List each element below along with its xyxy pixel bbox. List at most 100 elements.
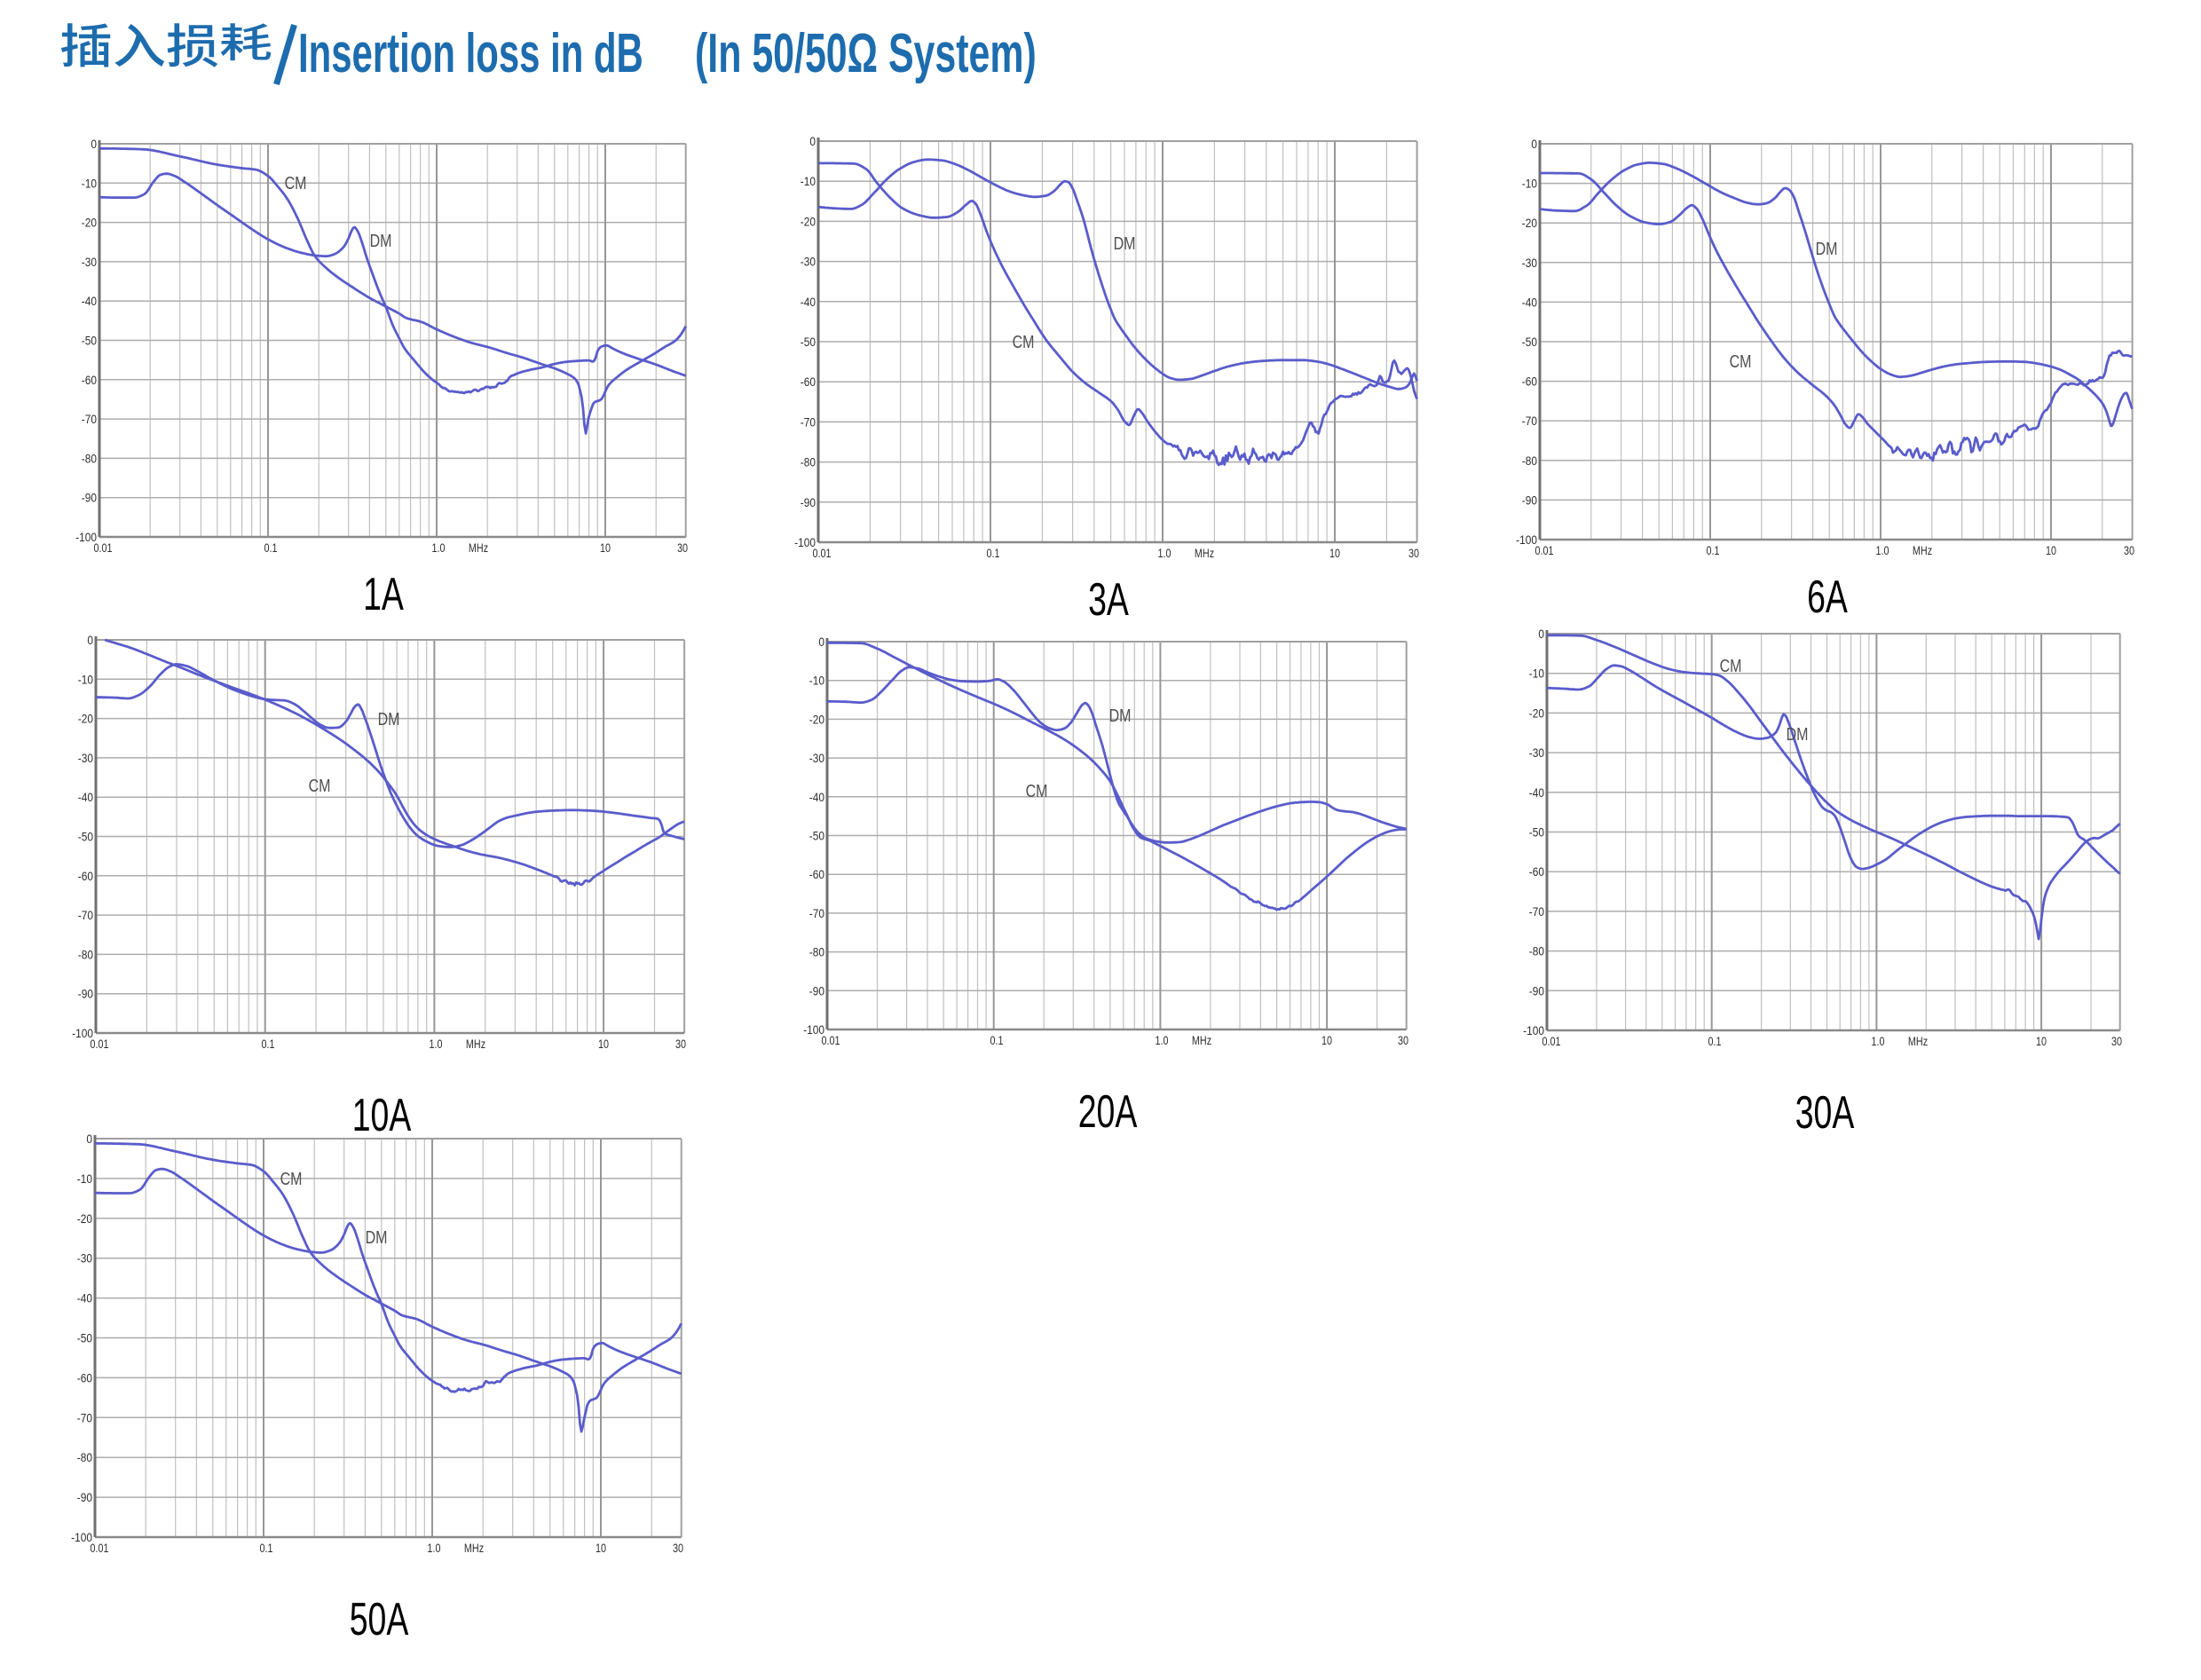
svg-text:10: 10 [2046,544,2056,557]
svg-text:-80: -80 [801,455,816,469]
svg-text:-60: -60 [809,867,824,881]
svg-text:MHz: MHz [1913,544,1932,557]
svg-text:MHz: MHz [1192,1034,1211,1047]
svg-text:CM: CM [1013,332,1035,351]
svg-text:MHz: MHz [1908,1035,1928,1048]
svg-text:20A: 20A [1078,1085,1138,1138]
svg-text:30: 30 [677,541,688,555]
svg-text:-60: -60 [77,1370,92,1384]
svg-text:-50: -50 [78,830,93,844]
svg-text:CM: CM [280,1169,303,1188]
svg-text:-30: -30 [809,751,824,765]
svg-text:-30: -30 [78,751,93,765]
svg-text:0.1: 0.1 [261,1037,274,1051]
svg-text:0.01: 0.01 [90,1542,108,1555]
svg-text:CM: CM [309,776,331,795]
svg-text:0: 0 [1538,627,1544,641]
svg-text:-80: -80 [1522,454,1537,468]
svg-text:-90: -90 [78,987,93,1001]
svg-text:1.0: 1.0 [429,1037,442,1051]
svg-text:-50: -50 [1522,335,1537,349]
svg-text:DM: DM [1114,233,1136,253]
svg-text:-50: -50 [801,335,816,349]
svg-text:DM: DM [1109,706,1132,725]
svg-text:1A: 1A [363,568,404,620]
svg-text:-10: -10 [1529,666,1544,681]
svg-text:-100: -100 [1516,532,1537,547]
svg-text:-50: -50 [77,1331,92,1345]
svg-text:-60: -60 [82,373,97,387]
svg-text:-50: -50 [1529,825,1544,840]
svg-text:10: 10 [2036,1035,2047,1048]
svg-text:MHz: MHz [466,1037,485,1051]
svg-text:30: 30 [675,1037,686,1051]
svg-text:0.1: 0.1 [264,541,277,555]
svg-text:10A: 10A [352,1089,412,1141]
svg-text:-100: -100 [75,530,97,544]
svg-text:10: 10 [596,1542,606,1555]
svg-text:30: 30 [2124,544,2134,557]
svg-text:-70: -70 [82,412,97,426]
svg-text:0.01: 0.01 [812,547,831,560]
svg-text:-90: -90 [809,983,824,998]
svg-text:30: 30 [1408,547,1419,560]
svg-text:-40: -40 [77,1291,92,1305]
svg-text:MHz: MHz [469,541,488,555]
svg-text:-20: -20 [809,712,824,726]
svg-text:Insertion loss in dB: Insertion loss in dB [298,23,643,84]
svg-text:-100: -100 [803,1022,824,1037]
svg-text:-20: -20 [82,216,97,230]
svg-text:-40: -40 [78,790,93,804]
svg-text:-100: -100 [794,535,816,549]
svg-text:10: 10 [1321,1034,1332,1047]
svg-text:0.01: 0.01 [1534,544,1553,557]
svg-text:0.1: 0.1 [990,1034,1003,1047]
svg-text:30: 30 [2111,1035,2122,1048]
svg-text:-20: -20 [77,1211,92,1226]
svg-text:30: 30 [1398,1034,1408,1047]
svg-text:-70: -70 [801,414,816,429]
svg-text:1.0: 1.0 [427,1542,440,1555]
svg-text:CM: CM [1026,781,1048,801]
svg-text:-60: -60 [78,869,93,883]
svg-text:-60: -60 [1522,375,1537,389]
svg-text:0: 0 [818,635,824,649]
svg-text:-100: -100 [72,1026,93,1040]
svg-text:-10: -10 [82,176,97,190]
svg-text:-50: -50 [809,829,824,843]
svg-text:0: 0 [87,633,93,647]
svg-text:10: 10 [598,1037,609,1051]
svg-text:1.0: 1.0 [1155,1034,1168,1047]
svg-text:6A: 6A [1807,571,1848,623]
svg-text:-20: -20 [1522,216,1537,230]
svg-text:-80: -80 [1529,944,1544,958]
svg-text:0: 0 [86,1132,92,1146]
svg-text:(In 50/50Ω System): (In 50/50Ω System) [695,23,1037,84]
svg-text:DM: DM [378,709,400,729]
svg-text:0.1: 0.1 [1708,1035,1721,1048]
svg-text:-10: -10 [77,1171,92,1186]
svg-text:1.0: 1.0 [1157,547,1171,560]
svg-text:-30: -30 [801,255,816,269]
svg-text:DM: DM [370,231,392,250]
svg-text:0: 0 [91,137,97,151]
svg-text:-70: -70 [78,908,93,922]
svg-text:-40: -40 [1522,295,1537,309]
svg-text:-30: -30 [1529,745,1544,760]
svg-text:0.1: 0.1 [259,1542,272,1555]
svg-text:0.01: 0.01 [93,541,112,555]
svg-text:-40: -40 [1529,785,1544,800]
svg-text:-80: -80 [77,1450,92,1464]
svg-text:-30: -30 [82,255,97,269]
svg-text:30: 30 [673,1542,683,1555]
svg-text:0.1: 0.1 [1706,544,1719,557]
svg-text:CM: CM [1730,351,1752,371]
svg-text:-70: -70 [809,906,824,920]
svg-text:30A: 30A [1795,1086,1855,1139]
svg-text:-90: -90 [1522,493,1537,507]
svg-text:-80: -80 [82,451,97,465]
svg-text:CM: CM [1720,656,1742,675]
svg-text:-50: -50 [82,334,97,348]
svg-text:10: 10 [1329,547,1340,560]
svg-text:-40: -40 [801,295,816,309]
